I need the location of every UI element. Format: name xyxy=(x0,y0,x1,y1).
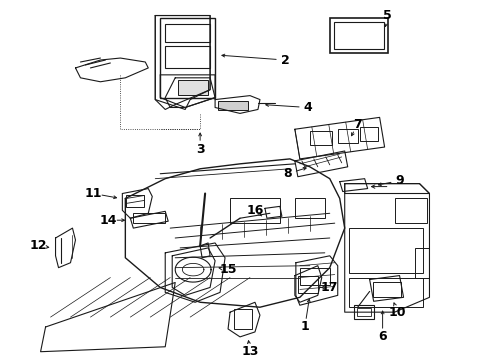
Text: 4: 4 xyxy=(303,101,312,114)
Text: 7: 7 xyxy=(353,118,362,131)
Text: 8: 8 xyxy=(284,167,292,180)
Bar xyxy=(178,80,208,95)
Bar xyxy=(160,18,215,98)
Text: 17: 17 xyxy=(321,281,339,294)
Bar xyxy=(218,100,248,111)
Bar xyxy=(360,127,378,141)
Text: 5: 5 xyxy=(383,9,392,22)
Bar xyxy=(300,268,330,285)
Bar xyxy=(372,283,400,297)
Bar xyxy=(349,228,423,273)
Bar xyxy=(415,248,429,278)
Text: 3: 3 xyxy=(196,143,204,156)
Text: 13: 13 xyxy=(241,345,259,358)
Bar xyxy=(330,18,388,53)
Bar xyxy=(310,131,332,145)
Bar xyxy=(338,129,358,143)
Text: 16: 16 xyxy=(246,204,264,217)
Bar xyxy=(334,22,384,49)
Bar xyxy=(165,46,210,68)
Text: 15: 15 xyxy=(220,263,237,276)
Text: 2: 2 xyxy=(280,54,289,67)
Bar xyxy=(298,275,318,293)
Bar xyxy=(230,198,280,223)
Bar xyxy=(126,195,144,207)
Text: 14: 14 xyxy=(99,214,117,227)
Text: 1: 1 xyxy=(300,320,309,333)
Bar xyxy=(357,308,370,316)
Text: 6: 6 xyxy=(378,330,387,343)
Text: 10: 10 xyxy=(389,306,406,319)
Bar xyxy=(165,24,210,42)
Text: 11: 11 xyxy=(85,187,102,200)
Text: 12: 12 xyxy=(30,239,48,252)
Bar xyxy=(354,305,374,319)
Text: 9: 9 xyxy=(395,174,404,187)
Bar xyxy=(295,198,325,218)
Bar xyxy=(394,198,427,223)
Bar xyxy=(234,309,252,329)
Bar xyxy=(349,278,423,307)
Bar xyxy=(133,213,165,223)
